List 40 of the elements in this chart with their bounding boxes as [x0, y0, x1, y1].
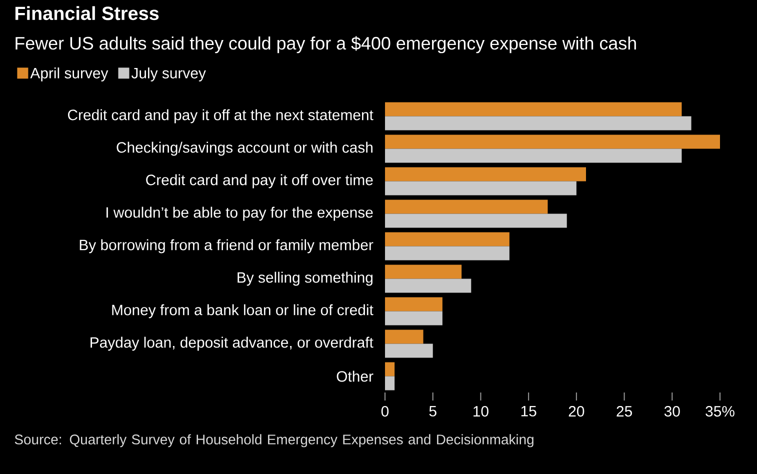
- y-tick-label: Money from a bank loan or line of credit: [112, 304, 374, 318]
- bar: [385, 330, 424, 344]
- bar: [385, 134, 720, 149]
- bar: [385, 246, 510, 260]
- bar: [385, 102, 682, 116]
- y-tick-label: Credit card and pay it off at the next statement: [68, 109, 374, 124]
- y-tick-label: Checking/savings account or with cash: [116, 142, 372, 156]
- legend-label: July survey: [131, 67, 206, 82]
- bar: [385, 344, 433, 358]
- bar: [385, 297, 442, 312]
- source-note: Source: Quarterly Survey of Household Emergency Expenses and Decisionmaking: [14, 434, 534, 448]
- text: Financial Stress: [15, 6, 159, 20]
- bar: [385, 167, 586, 182]
- y-tick-label: By borrowing from a friend or family member: [80, 239, 374, 254]
- legend-label: April survey: [30, 67, 108, 82]
- bar: [385, 116, 692, 130]
- bar: [385, 362, 395, 376]
- x-tick-label: 15: [521, 406, 536, 416]
- x-tick-label: 35%: [706, 406, 734, 417]
- x-tick-label: 25: [616, 406, 632, 417]
- y-tick-label: Credit card and pay it off over time: [146, 174, 373, 188]
- x-tick-label: 20: [568, 406, 584, 417]
- bar: [385, 200, 548, 214]
- bar: [385, 214, 567, 228]
- y-tick-label: I wouldn’t be able to pay for the expense: [106, 206, 373, 221]
- bar: [385, 311, 442, 326]
- y-tick-label: By selling something: [238, 272, 372, 286]
- y-tick-label: Other: [336, 370, 374, 382]
- bar: [385, 232, 510, 246]
- bar: [385, 278, 472, 293]
- x-tick-label: 5: [429, 406, 436, 416]
- bar: [385, 148, 682, 163]
- bar: [385, 181, 576, 196]
- bar: [385, 264, 462, 279]
- x-tick-label: 10: [474, 406, 488, 417]
- chart-subtitle: Fewer US adults said they could pay for a $400 emergency expense with cash: [16, 36, 636, 54]
- x-tick-label: 0: [381, 406, 389, 417]
- y-tick-label: Payday loan, deposit advance, or overdraft: [90, 336, 374, 351]
- bar: [385, 376, 395, 390]
- x-tick-label: 30: [664, 406, 680, 417]
